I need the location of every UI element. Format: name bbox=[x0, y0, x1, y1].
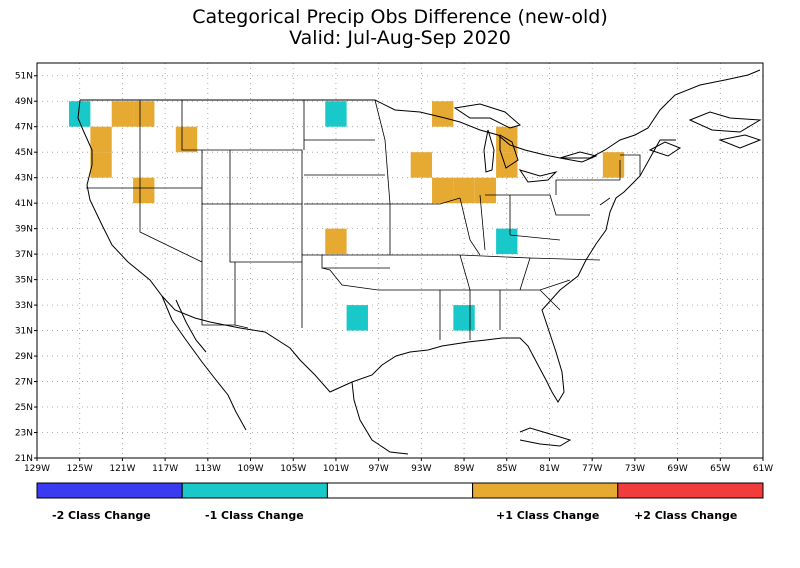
lon-tick-label: 117W bbox=[152, 464, 178, 474]
increase-cell bbox=[90, 126, 112, 153]
lat-tick-label: 25N bbox=[15, 403, 33, 413]
lat-tick-label: 31N bbox=[15, 327, 33, 337]
decrease-cell bbox=[325, 101, 347, 127]
lat-tick-label: 37N bbox=[15, 250, 33, 260]
lon-tick-label: 129W bbox=[24, 464, 50, 474]
lon-tick-label: 81W bbox=[539, 464, 559, 474]
legend-label-minus1: -1 Class Change bbox=[205, 509, 304, 522]
lat-tick-label: 33N bbox=[15, 301, 33, 311]
increase-cell bbox=[175, 126, 198, 153]
lat-tick-label: 49N bbox=[15, 97, 33, 107]
coastline bbox=[77, 99, 676, 403]
decrease-cell bbox=[69, 101, 91, 127]
increase-cell bbox=[133, 101, 155, 127]
lat-tick-label: 29N bbox=[15, 352, 33, 362]
lat-tick-label: 23N bbox=[15, 429, 33, 439]
increase-cell bbox=[474, 177, 497, 204]
lon-tick-label: 65W bbox=[710, 464, 730, 474]
lon-tick-label: 101W bbox=[323, 464, 349, 474]
lat-tick-label: 41N bbox=[15, 199, 33, 209]
increase-cell bbox=[133, 177, 155, 204]
graticule-grid bbox=[37, 63, 763, 458]
legend-label-minus2: -2 Class Change bbox=[52, 509, 151, 522]
increase-cell bbox=[111, 101, 134, 127]
lon-tick-label: 77W bbox=[582, 464, 602, 474]
legend-color-bar bbox=[36, 482, 764, 499]
lat-tick-label: 45N bbox=[15, 148, 33, 158]
increase-cell bbox=[432, 101, 454, 127]
lon-tick-label: 73W bbox=[625, 464, 645, 474]
longitude-labels: 129W 125W 121W 117W 113W 109W 105W 101W 97W 93W 89… bbox=[24, 458, 773, 474]
us-outline bbox=[77, 69, 762, 455]
lon-tick-label: 97W bbox=[368, 464, 388, 474]
legend-swatch bbox=[36, 482, 183, 499]
lon-tick-label: 85W bbox=[497, 464, 517, 474]
lon-tick-label: 93W bbox=[411, 464, 431, 474]
lat-tick-label: 43N bbox=[15, 174, 33, 184]
lon-tick-label: 109W bbox=[237, 464, 263, 474]
lon-tick-label: 69W bbox=[667, 464, 687, 474]
legend-label-plus2: +2 Class Change bbox=[634, 509, 738, 522]
lon-tick-label: 89W bbox=[454, 464, 474, 474]
increase-cell bbox=[432, 177, 454, 204]
lat-tick-label: 35N bbox=[15, 276, 33, 286]
decrease-cell bbox=[453, 305, 475, 331]
lat-tick-label: 47N bbox=[15, 123, 33, 133]
mexico-baja-coast bbox=[161, 295, 247, 431]
legend-swatch bbox=[617, 482, 764, 499]
map-frame bbox=[36, 62, 764, 459]
lat-tick-label: 21N bbox=[15, 454, 33, 464]
legend-swatch bbox=[181, 482, 328, 499]
canada-islands bbox=[648, 111, 762, 157]
lon-tick-label: 121W bbox=[109, 464, 135, 474]
lon-tick-label: 125W bbox=[67, 464, 93, 474]
state-boundaries bbox=[86, 99, 641, 340]
increase-cell bbox=[410, 152, 433, 178]
decrease-cell bbox=[346, 305, 368, 331]
legend-label-plus1: +1 Class Change bbox=[496, 509, 600, 522]
lat-tick-label: 51N bbox=[15, 72, 33, 82]
difference-cells bbox=[69, 101, 625, 331]
lat-tick-label: 39N bbox=[15, 225, 33, 235]
lon-tick-label: 113W bbox=[195, 464, 221, 474]
legend-swatch bbox=[326, 482, 474, 499]
legend-swatch bbox=[472, 482, 619, 499]
increase-cell bbox=[90, 152, 112, 178]
decrease-cell bbox=[496, 228, 518, 255]
lon-tick-label: 105W bbox=[280, 464, 306, 474]
map-subtitle: Valid: Jul-Aug-Sep 2020 bbox=[289, 27, 511, 49]
increase-cell bbox=[325, 228, 347, 255]
increase-cell bbox=[496, 152, 518, 178]
increase-cell bbox=[453, 177, 475, 204]
great-lakes bbox=[453, 103, 598, 183]
map-title: Categorical Precip Obs Difference (new-o… bbox=[192, 6, 608, 28]
lon-tick-label: 61W bbox=[753, 464, 773, 474]
lat-tick-label: 27N bbox=[15, 378, 33, 388]
latitude-labels: 51N 49N 47N 45N 43N 41N 39N 37N 35N 33N 31N 29N 27N 2… bbox=[15, 72, 37, 464]
mexico-gulf-coast bbox=[351, 381, 572, 455]
increase-cell bbox=[602, 152, 625, 178]
